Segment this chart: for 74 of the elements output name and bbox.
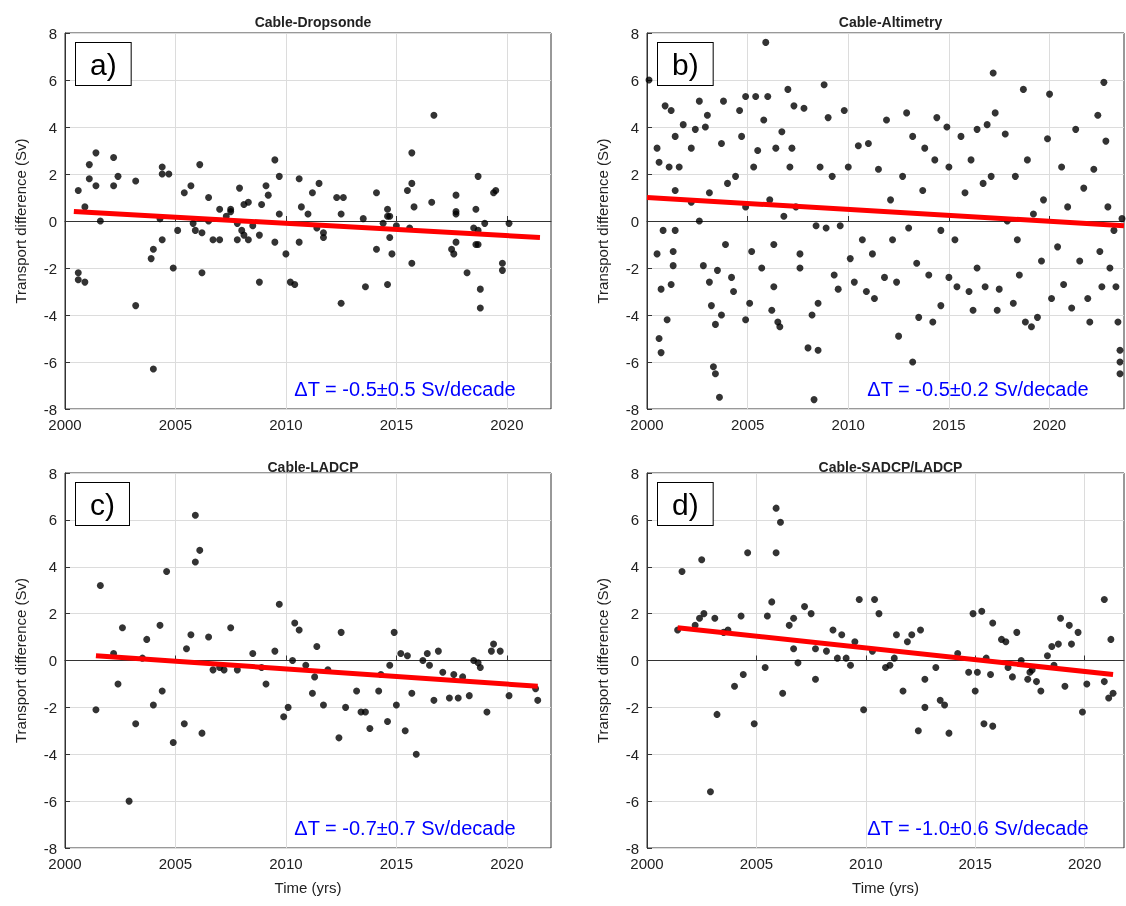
x-tick-label: 2020 bbox=[1032, 416, 1067, 433]
y-tick-label: 6 bbox=[48, 511, 57, 529]
y-tick-label: 8 bbox=[48, 24, 57, 42]
y-tick-label: -8 bbox=[43, 400, 57, 418]
x-tick-label: 2020 bbox=[490, 855, 524, 872]
y-tick-label: 4 bbox=[630, 118, 639, 136]
x-tick-label: 2005 bbox=[158, 416, 193, 433]
chart-title: Cable-Altimetry bbox=[838, 14, 943, 30]
y-tick-label: 4 bbox=[48, 118, 57, 136]
y-tick-label: -2 bbox=[625, 698, 639, 716]
y-tick-label: 8 bbox=[630, 24, 639, 42]
x-tick-label: 2010 bbox=[849, 855, 883, 872]
y-tick-label: -4 bbox=[625, 306, 639, 324]
y-tick-label: -6 bbox=[625, 792, 639, 810]
chart-title: Cable-LADCP bbox=[267, 459, 359, 475]
annotation: ΔT = -0.5±0.5 Sv/decade bbox=[294, 378, 516, 400]
x-tick-label: 2005 bbox=[730, 416, 765, 433]
x-tick-label: 2010 bbox=[269, 416, 303, 433]
x-tick-label: 2010 bbox=[269, 855, 303, 872]
y-tick-label: -6 bbox=[625, 353, 639, 371]
chart-title: Cable-Dropsonde bbox=[254, 14, 372, 30]
x-tick-label: 2000 bbox=[630, 416, 664, 433]
x-tick-label: 2020 bbox=[490, 416, 524, 433]
x-tick-label: 2000 bbox=[630, 855, 664, 872]
annotation: ΔT = -1.0±0.6 Sv/decade bbox=[867, 817, 1089, 839]
y-tick-label: 0 bbox=[630, 652, 639, 669]
y-tick-label: -2 bbox=[43, 698, 57, 716]
y-tick-label: -2 bbox=[43, 259, 57, 277]
y-tick-label: 8 bbox=[630, 464, 639, 482]
y-tick-label: -6 bbox=[43, 792, 57, 810]
x-tick-label: 2020 bbox=[1067, 855, 1102, 872]
x-tick-label: 2005 bbox=[158, 855, 193, 872]
x-tick-label: 2015 bbox=[958, 855, 992, 872]
x-tick-label: 2015 bbox=[379, 416, 414, 433]
annotation: a) bbox=[90, 47, 117, 81]
y-tick-label: 2 bbox=[630, 165, 639, 183]
y-tick-label: -8 bbox=[625, 400, 639, 418]
y-axis-title: Transport difference (Sv) bbox=[594, 138, 611, 304]
annotation: b) bbox=[672, 47, 699, 81]
y-tick-label: -4 bbox=[43, 745, 57, 763]
annotation: d) bbox=[672, 487, 699, 521]
y-tick-label: -6 bbox=[43, 353, 57, 371]
x-axis-title: Time (yrs) bbox=[274, 879, 342, 896]
annotation: c) bbox=[90, 487, 115, 521]
y-tick-label: 6 bbox=[630, 511, 639, 529]
y-tick-label: 4 bbox=[48, 558, 57, 576]
y-tick-label: 6 bbox=[48, 71, 57, 89]
x-tick-label: 2015 bbox=[932, 416, 966, 433]
x-axis-title: Time (yrs) bbox=[852, 879, 919, 896]
y-tick-label: 8 bbox=[48, 464, 57, 482]
y-tick-label: 0 bbox=[48, 652, 57, 669]
y-tick-label: -8 bbox=[625, 839, 639, 857]
y-axis-title: Transport difference (Sv) bbox=[594, 577, 611, 744]
annotation: ΔT = -0.5±0.2 Sv/decade bbox=[867, 378, 1089, 400]
y-tick-label: -4 bbox=[43, 306, 57, 324]
annotation: ΔT = -0.7±0.7 Sv/decade bbox=[294, 817, 516, 839]
y-tick-label: 6 bbox=[630, 71, 639, 89]
x-tick-label: 2005 bbox=[739, 855, 774, 872]
y-tick-label: 2 bbox=[48, 605, 57, 623]
y-axis-title: Transport difference (Sv) bbox=[12, 138, 29, 304]
y-tick-label: 0 bbox=[48, 212, 57, 230]
y-tick-label: 4 bbox=[630, 558, 639, 576]
x-tick-label: 2000 bbox=[48, 855, 82, 872]
x-tick-label: 2010 bbox=[831, 416, 865, 433]
y-tick-label: 2 bbox=[630, 605, 639, 623]
y-axis-title: Transport difference (Sv) bbox=[12, 577, 29, 744]
y-tick-label: -2 bbox=[625, 259, 639, 277]
y-tick-label: 0 bbox=[630, 212, 639, 230]
y-tick-label: -8 bbox=[43, 839, 57, 857]
y-tick-label: -4 bbox=[625, 745, 639, 763]
y-tick-label: 2 bbox=[48, 165, 57, 183]
x-tick-label: 2015 bbox=[379, 855, 414, 872]
x-tick-label: 2000 bbox=[48, 416, 82, 433]
chart-title: Cable-SADCP/LADCP bbox=[818, 459, 963, 475]
